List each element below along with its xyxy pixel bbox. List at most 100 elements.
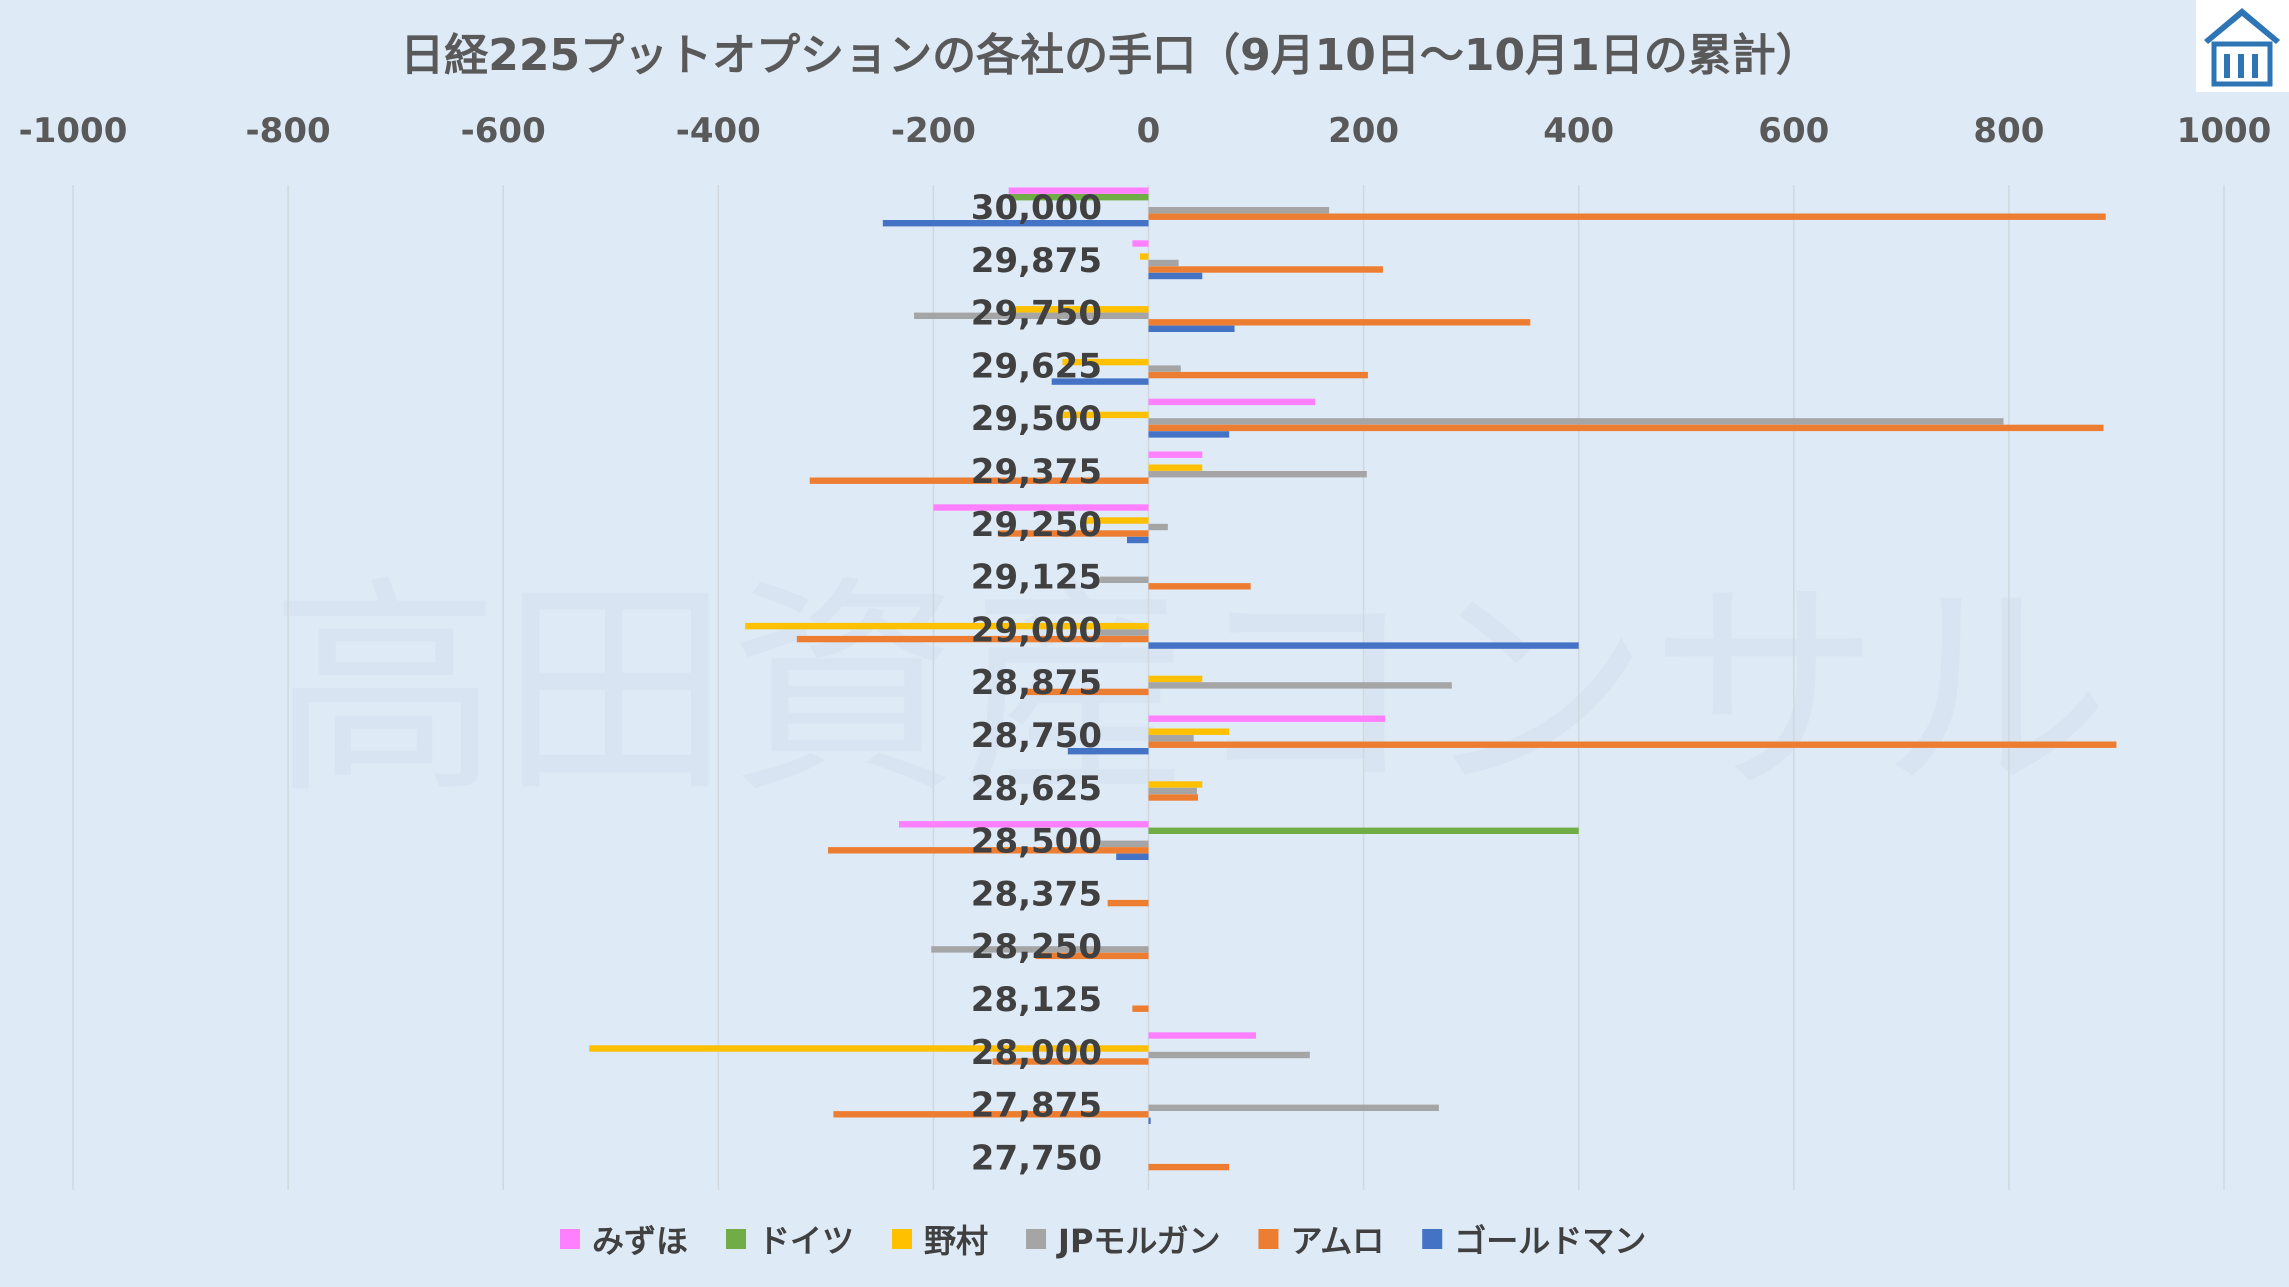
bar-みずほ [1148,398,1316,406]
bar-JPモルガン [1148,471,1367,478]
bar-JPモルガン [1148,418,2004,425]
y-tick-label: 29,625 [971,346,1102,386]
bar-JPモルガン [1148,1051,1310,1059]
bar-JPモルガン [1094,629,1149,636]
bar-アムロ [1024,688,1149,696]
logo-pillar [2224,54,2230,78]
bar-ゴールドマン [1148,431,1230,438]
bar-JPモルガン [1148,682,1452,689]
logo-pillar [2252,54,2258,78]
bar-みずほ [1008,187,1149,194]
x-tick-label: -800 [246,111,331,151]
bar-野村 [745,622,1149,630]
legend-label: 野村 [924,1222,988,1260]
bar-ドイツ [1148,827,1579,834]
bar-JPモルガン [931,946,1149,953]
bar-アムロ [1148,583,1251,590]
bars [589,187,2117,1171]
bar-アムロ [1132,1005,1149,1012]
bar-アムロ [1035,952,1149,960]
y-tick-label: 29,750 [971,294,1102,334]
bar-みずほ [933,504,1149,511]
bar-ゴールドマン [1148,325,1235,332]
bar-野村 [1062,358,1149,366]
bar-アムロ [809,477,1149,484]
bar-アムロ [992,1058,1149,1065]
y-tick-label: 27,875 [971,1086,1102,1126]
legend-swatch [1422,1229,1443,1249]
bar-JPモルガン [1100,840,1149,847]
y-tick-label: 29,375 [971,452,1102,492]
legend-swatch [726,1229,747,1249]
x-tick-label: 0 [1137,111,1161,151]
x-tick-label: 600 [1758,111,1829,151]
bar-ゴールドマン [1067,748,1149,755]
bar-JPモルガン [1148,787,1197,795]
legend-swatch [1026,1229,1047,1249]
y-tick-label: 28,500 [971,822,1102,862]
legend-swatch [1258,1229,1279,1249]
bar-野村 [1008,306,1149,313]
x-axis-ticks: -1000 -800 -600 -400 -200 0 200 400 600 800 1000 [19,111,2272,151]
grid-lines [72,185,2225,1190]
bar-ドイツ [1008,194,1149,201]
x-tick-label: 200 [1328,111,1399,151]
logo-roof [2204,8,2280,44]
bar-アムロ [796,635,1149,643]
bar-野村 [1083,517,1149,524]
legend-label: アムロ [1290,1222,1384,1260]
bar-みずほ [1148,715,1386,722]
bar-アムロ [1107,899,1149,907]
bar-ゴールドマン [1116,853,1149,860]
bar-野村 [1148,781,1203,788]
bar-アムロ [1148,424,2104,432]
y-tick-label: 28,750 [971,716,1102,756]
watermark-text: 高田資産コンサル [270,558,2110,825]
legend-label: みずほ [592,1222,688,1260]
bar-アムロ [1148,319,1531,326]
company-logo [2196,0,2289,92]
y-tick-label: 28,125 [971,980,1102,1020]
x-tick-label: -400 [676,111,761,151]
x-tick-label: 800 [1973,111,2044,151]
y-tick-label: 29,000 [971,610,1102,650]
bar-みずほ [898,821,1149,828]
bar-野村 [1139,253,1149,260]
bar-みずほ [1132,240,1149,247]
bar-JPモルガン [1148,735,1194,742]
y-tick-label: 29,125 [971,558,1102,598]
bar-JPモルガン [1148,259,1179,267]
y-tick-label: 29,250 [971,505,1102,545]
bar-野村 [1148,675,1203,683]
bar-アムロ [997,530,1149,537]
bar-野村 [1062,411,1149,419]
y-tick-label: 29,875 [971,241,1102,281]
chart-title: 日経225プットオプションの各社の手口（9月10日～10月1日の累計） [400,30,1820,81]
bar-JPモルガン [1148,1104,1439,1111]
legend-label: ドイツ [758,1222,854,1260]
y-tick-label: 28,875 [971,663,1102,703]
y-tick-label: 28,375 [971,874,1102,914]
bar-JPモルガン [914,312,1149,319]
y-axis-ticks: 30,000 29,875 29,750 29,625 29,500 29,375 29,2… [971,188,1102,1178]
y-tick-label: 29,500 [971,399,1102,439]
y-tick-label: 27,750 [971,1138,1102,1178]
bar-ゴールドマン [1148,1117,1151,1124]
legend-swatch [892,1229,913,1249]
legend-label: ゴールドマン [1454,1222,1646,1260]
bar-ゴールドマン [1126,536,1149,544]
bar-ゴールドマン [882,220,1149,227]
bar-アムロ [1148,213,2106,220]
bar-アムロ [1148,794,1198,801]
bar-JPモルガン [1148,365,1181,372]
x-tick-label: -600 [461,111,546,151]
bar-ゴールドマン [1148,272,1203,280]
logo-pillar [2238,54,2244,78]
bar-アムロ [1148,371,1368,379]
bar-野村 [1148,464,1203,471]
bar-ゴールドマン [1051,378,1149,385]
x-tick-label: -200 [891,111,976,151]
bar-アムロ [1148,741,2117,748]
bar-野村 [1148,728,1230,735]
